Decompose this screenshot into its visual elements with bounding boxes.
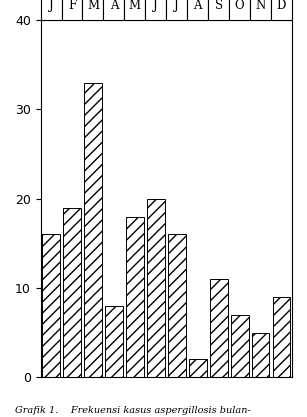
Text: Grafik 1.    Frekuensi kasus aspergillosis bulan-: Grafik 1. Frekuensi kasus aspergillosis … xyxy=(15,406,251,415)
Bar xyxy=(147,198,165,377)
Text: D: D xyxy=(277,0,286,12)
Bar xyxy=(189,359,207,377)
Text: J: J xyxy=(174,0,179,12)
Text: J: J xyxy=(49,0,53,12)
Bar xyxy=(252,333,270,377)
Text: F: F xyxy=(68,0,76,12)
Text: M: M xyxy=(87,0,99,12)
Bar xyxy=(231,315,249,377)
Text: J: J xyxy=(154,0,158,12)
Text: A: A xyxy=(110,0,118,12)
Bar xyxy=(273,297,290,377)
Bar xyxy=(84,83,102,377)
Bar xyxy=(126,216,144,377)
Bar xyxy=(210,279,227,377)
Bar xyxy=(63,208,81,377)
Bar xyxy=(168,234,186,377)
Text: N: N xyxy=(255,0,266,12)
Text: O: O xyxy=(235,0,244,12)
Bar xyxy=(42,234,60,377)
Text: M: M xyxy=(129,0,141,12)
Bar xyxy=(105,306,123,377)
Text: A: A xyxy=(193,0,202,12)
Text: S: S xyxy=(215,0,223,12)
